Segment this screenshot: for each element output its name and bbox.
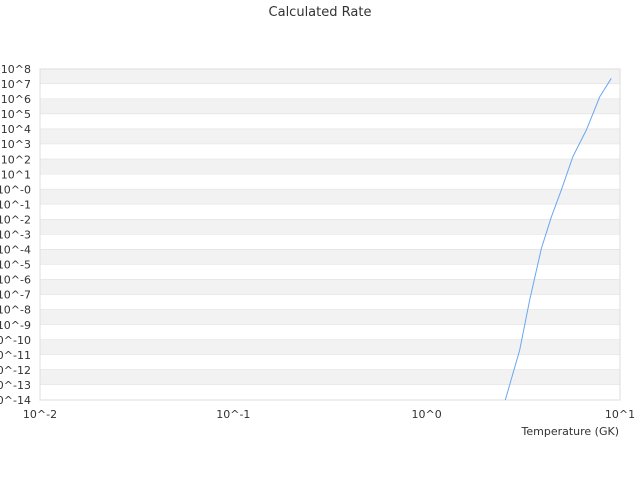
grid-band xyxy=(40,355,620,370)
y-tick-label: 10^-2 xyxy=(0,213,31,226)
grid-band xyxy=(40,385,620,400)
grid-band xyxy=(40,204,620,219)
y-tick-label: 10^-11 xyxy=(0,349,31,362)
y-tick-label: 10^8 xyxy=(1,63,31,76)
grid-band xyxy=(40,174,620,189)
grid-band xyxy=(40,99,620,114)
y-tick-label: 10^-8 xyxy=(0,304,31,317)
grid-band xyxy=(40,129,620,144)
grid-band xyxy=(40,84,620,99)
y-tick-label: 10^-1 xyxy=(0,198,31,211)
grid-band xyxy=(40,370,620,385)
grid-band xyxy=(40,265,620,280)
x-axis-label: Temperature (GK) xyxy=(521,425,620,438)
grid-band xyxy=(40,114,620,129)
chart-title: Calculated Rate xyxy=(269,5,372,20)
y-tick-label: 10^-9 xyxy=(0,319,31,332)
y-tick-label: 10^-12 xyxy=(0,364,31,377)
x-tick-label: 10^-1 xyxy=(216,408,250,421)
grid-band xyxy=(40,69,620,84)
grid-band xyxy=(40,219,620,234)
y-tick-label: 10^5 xyxy=(1,108,31,121)
grid-band xyxy=(40,325,620,340)
y-tick-label: 10^-7 xyxy=(0,289,31,302)
x-tick-label: 10^-2 xyxy=(23,408,57,421)
y-tick-label: 10^6 xyxy=(1,93,31,106)
y-tick-label: 10^7 xyxy=(1,78,31,91)
y-tick-label: 10^3 xyxy=(1,138,31,151)
y-tick-label: 10^-3 xyxy=(0,229,31,242)
y-tick-label: 10^-4 xyxy=(0,244,31,257)
y-tick-label: 10^1 xyxy=(1,168,31,181)
grid-band xyxy=(40,295,620,310)
y-tick-label: 10^2 xyxy=(1,153,31,166)
grid-band xyxy=(40,189,620,204)
y-tick-label: 10^4 xyxy=(1,123,31,136)
y-tick-label: 10^-0 xyxy=(0,183,31,196)
grid-band xyxy=(40,310,620,325)
x-tick-label: 10^1 xyxy=(605,408,635,421)
y-tick-label: 10^-14 xyxy=(0,394,31,407)
grid-band xyxy=(40,235,620,250)
grid-band xyxy=(40,340,620,355)
y-tick-label: 10^-6 xyxy=(0,274,31,287)
grid-band xyxy=(40,159,620,174)
grid-band xyxy=(40,250,620,265)
x-tick-label: 10^0 xyxy=(412,408,442,421)
y-tick-label: 10^-13 xyxy=(0,379,31,392)
y-tick-label: 10^-5 xyxy=(0,259,31,272)
grid-band xyxy=(40,144,620,159)
y-tick-label: 10^-10 xyxy=(0,334,31,347)
